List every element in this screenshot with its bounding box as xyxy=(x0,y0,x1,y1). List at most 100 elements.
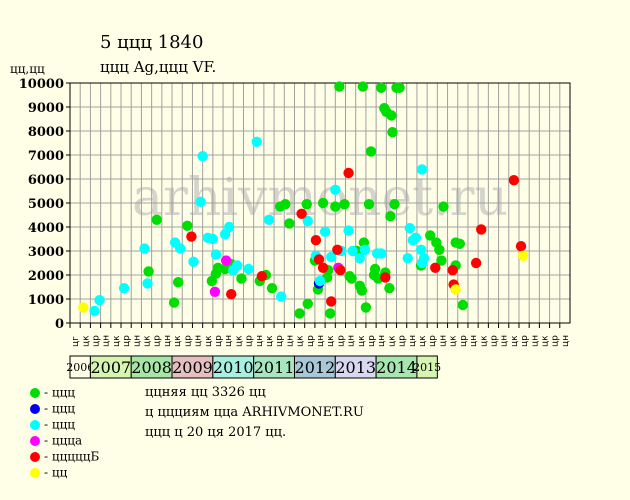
data-point xyxy=(343,167,354,179)
data-point xyxy=(416,164,428,175)
data-point xyxy=(476,224,487,235)
data-point xyxy=(430,262,441,273)
data-point xyxy=(319,226,331,237)
data-point xyxy=(404,223,415,234)
data-point xyxy=(394,82,405,94)
data-point xyxy=(356,285,368,296)
legend-label: - цццццБ xyxy=(44,449,100,464)
x-tick-label: цн xyxy=(469,335,479,347)
x-tick-label: цк xyxy=(326,335,336,347)
x-tick-label: цн xyxy=(132,335,142,347)
data-point xyxy=(425,230,436,241)
data-point xyxy=(447,265,458,276)
data-point xyxy=(266,283,278,294)
year-label: 2010 xyxy=(213,358,254,377)
legend-item: - цццццБ xyxy=(30,449,99,464)
x-tick-label: цк xyxy=(265,335,275,347)
x-tick-label: цр xyxy=(275,335,285,347)
y-tick-label: 7000 xyxy=(28,149,64,164)
data-point xyxy=(418,253,430,264)
data-point xyxy=(332,244,343,255)
x-tick-label: цн xyxy=(530,335,540,347)
x-tick-label: цн xyxy=(194,335,204,347)
data-point xyxy=(143,266,154,277)
legend-dot xyxy=(30,467,40,478)
x-tick-label: цн xyxy=(102,335,112,347)
data-point xyxy=(168,297,180,308)
x-tick-label: цр xyxy=(92,335,102,347)
data-point xyxy=(302,215,313,227)
x-tick-label: цк xyxy=(540,335,550,347)
data-point xyxy=(385,211,396,222)
data-point xyxy=(210,249,222,260)
x-tick-label: цр xyxy=(122,335,132,347)
x-tick-label: цк xyxy=(418,335,428,347)
y-tick-label: 2000 xyxy=(28,269,64,284)
year-label: 2011 xyxy=(254,358,295,377)
x-tick-label: цр xyxy=(214,335,224,347)
data-point xyxy=(78,302,89,313)
y-tick-label: 1000 xyxy=(28,293,64,308)
data-point xyxy=(457,299,469,311)
data-point xyxy=(243,263,254,275)
x-tick-label: цр xyxy=(336,335,346,347)
data-point xyxy=(410,232,422,243)
data-point xyxy=(359,244,371,255)
legend-dot xyxy=(30,387,40,398)
data-point xyxy=(209,286,221,297)
legend-dot xyxy=(30,451,40,462)
data-point xyxy=(313,254,325,265)
y-axis-unit: цц,цц xyxy=(10,62,45,76)
x-tick-label: цн xyxy=(561,335,571,347)
data-points xyxy=(78,81,529,319)
data-point xyxy=(330,184,341,195)
x-tick-label: цр xyxy=(489,335,499,347)
y-axis: 0 1000 2000 3000 4000 5000 6000 7000 8000 9000 100… xyxy=(19,77,70,332)
legend-dot xyxy=(30,403,40,414)
data-point xyxy=(294,308,305,319)
data-point xyxy=(346,273,357,284)
x-tick-label: цр xyxy=(153,335,163,347)
x-tick-label: цн xyxy=(500,335,510,347)
y-tick-label: 5000 xyxy=(28,197,64,212)
x-tick-label: цк xyxy=(449,335,459,347)
x-tick-label: цк xyxy=(357,335,367,347)
x-tick-label: цк xyxy=(143,335,153,347)
x-tick-label: цн xyxy=(255,335,265,347)
data-point xyxy=(188,256,199,267)
data-point xyxy=(343,225,354,236)
data-point xyxy=(263,214,275,225)
legend-label: - ццц xyxy=(44,417,76,432)
data-point xyxy=(360,302,372,313)
x-tick-label: цр xyxy=(398,335,408,347)
year-cell xyxy=(416,355,438,379)
chart-subtitle: ццц Ag,ццц VF. xyxy=(100,58,217,76)
year-label: 2009 xyxy=(172,358,213,377)
legend-label: - ццц xyxy=(44,401,76,416)
data-point xyxy=(172,277,184,288)
data-point xyxy=(354,253,365,264)
data-point xyxy=(389,199,400,210)
data-point xyxy=(89,305,100,317)
x-tick-label: цн xyxy=(224,335,234,347)
data-point xyxy=(381,106,392,118)
x-tick-label: цк xyxy=(81,335,91,347)
data-point xyxy=(94,295,105,306)
note-source: ц ццциям цца ARHIVMONET.RU xyxy=(145,405,364,420)
data-point xyxy=(256,271,268,282)
y-tick-label: 0 xyxy=(55,317,64,332)
data-point xyxy=(326,296,337,307)
data-point xyxy=(317,197,329,209)
x-tick-label: цн xyxy=(285,335,295,347)
data-point xyxy=(454,238,465,249)
data-point xyxy=(139,243,150,254)
data-point xyxy=(438,201,449,212)
y-tick-label: 10000 xyxy=(19,77,64,92)
x-tick-label: цк xyxy=(510,335,520,347)
legend-label: - цц xyxy=(44,465,68,480)
data-point xyxy=(314,275,326,287)
x-tick-label: цр xyxy=(459,335,469,347)
data-point xyxy=(365,146,377,157)
x-tick-label: цр xyxy=(520,335,530,347)
data-point xyxy=(220,255,232,266)
